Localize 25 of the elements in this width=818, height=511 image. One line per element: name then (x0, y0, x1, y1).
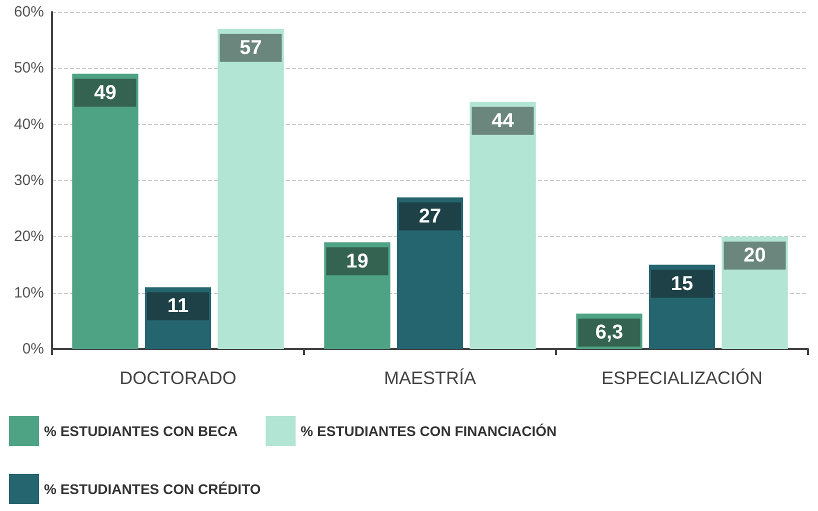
y-tick-label: 20% (14, 228, 44, 246)
bar (470, 102, 536, 349)
data-label: 6,3 (595, 322, 624, 344)
data-label: 19 (346, 250, 368, 272)
legend-label: % ESTUDIANTES CON CRÉDITO (44, 481, 261, 497)
legend-label: % ESTUDIANTES CON BECA (44, 423, 238, 439)
data-label: 49 (94, 82, 116, 104)
y-tick-label: 60% (14, 4, 44, 20)
y-tick-label: 10% (14, 284, 44, 302)
x-tick-label: MAESTRÍA (384, 368, 476, 388)
x-tick-label: DOCTORADO (120, 368, 236, 388)
bar (72, 74, 138, 349)
data-label: 20 (744, 244, 766, 267)
data-label: 57 (240, 36, 262, 59)
data-label: 27 (418, 205, 442, 228)
y-tick-label: 50% (14, 60, 44, 77)
bar (218, 28, 284, 349)
y-tick-label: 0% (22, 340, 44, 358)
legend-label: % ESTUDIANTES CON FINANCIACIÓN (300, 423, 557, 439)
y-tick-label: 40% (14, 116, 44, 133)
data-label: 44 (492, 110, 515, 132)
y-tick-label: 30% (14, 172, 44, 189)
data-label: 11 (167, 295, 189, 318)
data-label: 15 (670, 272, 694, 295)
x-tick-label: ESPECIALIZACIÓN (601, 368, 763, 388)
